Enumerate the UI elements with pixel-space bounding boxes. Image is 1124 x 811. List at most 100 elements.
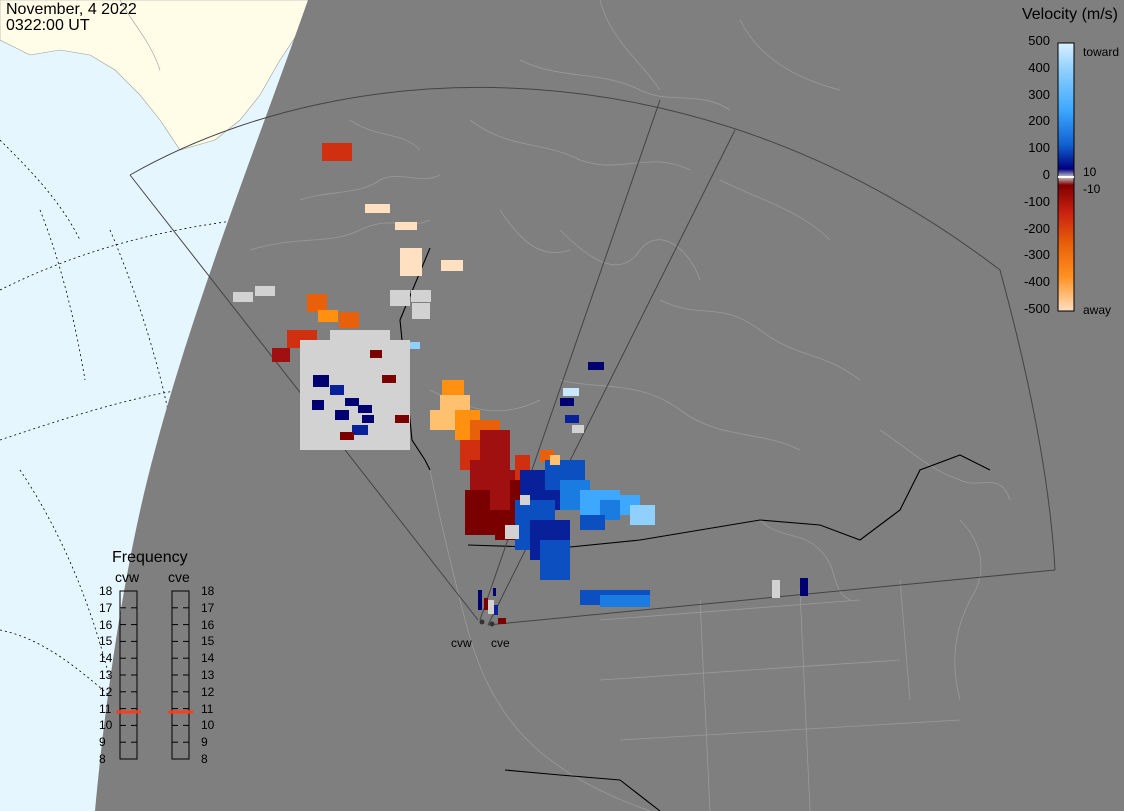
scatter-cell bbox=[382, 375, 396, 383]
frequency-tick-label: 8 bbox=[201, 752, 208, 766]
velocity-tick-label: -100 bbox=[1023, 193, 1050, 209]
velocity-scatter bbox=[233, 143, 808, 624]
scatter-cell bbox=[505, 525, 519, 539]
plus-threshold-label: 10 bbox=[1083, 165, 1097, 179]
scatter-cell bbox=[572, 425, 584, 433]
scatter-cell bbox=[370, 350, 382, 358]
scatter-cell bbox=[560, 398, 574, 406]
frequency-tick-label: 10 bbox=[201, 718, 215, 733]
time-label: 0322:00 UT bbox=[6, 17, 90, 34]
scatter-cell bbox=[800, 578, 808, 596]
frequency-tick-label: 18 bbox=[99, 584, 113, 598]
frequency-tick-label: 11 bbox=[201, 701, 214, 716]
scatter-cell bbox=[430, 410, 460, 430]
velocity-tick-label: 200 bbox=[1028, 113, 1050, 129]
scatter-cell bbox=[600, 595, 650, 607]
frequency-tick-label: 14 bbox=[99, 651, 113, 666]
scatter-cell bbox=[540, 540, 570, 580]
frequency-tick-label: 8 bbox=[99, 752, 106, 766]
frequency-tick-label: 16 bbox=[201, 617, 215, 632]
velocity-tick-label: -200 bbox=[1023, 220, 1050, 236]
scatter-cell bbox=[322, 143, 352, 161]
frequency-tick-label: 13 bbox=[99, 668, 113, 682]
coastlines bbox=[249, 0, 1011, 811]
scatter-cell bbox=[520, 495, 530, 505]
radar-site-marker bbox=[489, 621, 495, 627]
frequency-tick-label: 13 bbox=[201, 668, 215, 682]
cve-frequency-marker bbox=[168, 710, 193, 714]
velocity-tick-label: -500 bbox=[1023, 301, 1050, 316]
scatter-cell bbox=[630, 505, 655, 525]
velocity-title: Velocity (m/s) bbox=[1021, 6, 1118, 23]
frequency-tick-label: 17 bbox=[99, 600, 113, 615]
radar-site-marker bbox=[479, 619, 485, 625]
frequency-bars bbox=[116, 590, 193, 760]
scatter-cell bbox=[565, 415, 579, 423]
radar-1-label: cvw bbox=[115, 569, 140, 585]
velocity-tick-label: -400 bbox=[1023, 274, 1050, 290]
cvw-frequency-marker bbox=[116, 710, 141, 714]
scatter-cell bbox=[772, 580, 780, 598]
scatter-cell bbox=[406, 342, 420, 349]
frequency-tick-label: 10 bbox=[99, 718, 113, 733]
scatter-cell bbox=[362, 415, 374, 423]
frequency-tick-label: 17 bbox=[201, 600, 215, 615]
velocity-tick-label: 500 bbox=[1028, 33, 1050, 48]
scatter-cell bbox=[412, 303, 430, 319]
scatter-cell bbox=[400, 248, 422, 276]
frequency-tick-label: 9 bbox=[201, 735, 208, 750]
away-label: away bbox=[1083, 303, 1112, 317]
scatter-cell bbox=[233, 292, 253, 302]
scatter-cell bbox=[411, 290, 431, 302]
scatter-cell bbox=[312, 400, 324, 410]
frequency-title: Frequency bbox=[112, 549, 188, 566]
scatter-cell bbox=[563, 388, 579, 396]
frequency-tick-label: 15 bbox=[201, 634, 215, 649]
toward-label: toward bbox=[1083, 45, 1120, 59]
scatter-cell bbox=[365, 204, 390, 213]
frequency-tick-label: 12 bbox=[201, 684, 215, 699]
scatter-cell bbox=[313, 375, 329, 387]
scatter-cell bbox=[550, 455, 560, 465]
radar-2-label: cve bbox=[168, 569, 190, 585]
scatter-cell bbox=[478, 590, 482, 610]
frequency-tick-label: 11 bbox=[99, 701, 112, 716]
scatter-cell bbox=[307, 294, 327, 312]
site-label-cvw: cvw bbox=[451, 636, 472, 650]
scatter-cell bbox=[339, 312, 359, 328]
nightside-region bbox=[95, 0, 1124, 811]
minus-threshold-label: -10 bbox=[1083, 182, 1101, 196]
scatter-cell bbox=[340, 432, 354, 440]
scatter-cell bbox=[390, 290, 410, 306]
dayside-land bbox=[0, 0, 311, 151]
scatter-cell bbox=[255, 286, 275, 296]
frequency-tick-label: 9 bbox=[99, 735, 106, 750]
velocity-tick-label: 100 bbox=[1028, 140, 1050, 156]
velocity-tick-label: 0 bbox=[1042, 167, 1050, 182]
scatter-cell bbox=[272, 348, 290, 362]
frequency-tick-label: 12 bbox=[99, 684, 113, 699]
frequency-tick-label: 16 bbox=[99, 617, 113, 632]
scatter-cell bbox=[494, 605, 498, 615]
scatter-cell bbox=[493, 588, 496, 596]
scatter-cell bbox=[441, 260, 463, 271]
velocity-tick-label: 300 bbox=[1028, 86, 1050, 102]
scatter-cell bbox=[358, 405, 372, 413]
scatter-cell bbox=[318, 310, 338, 322]
scatter-cell bbox=[335, 410, 349, 420]
frequency-tick-label: 15 bbox=[99, 634, 113, 649]
scatter-cell bbox=[580, 515, 605, 530]
date-label: November, 4 2022 bbox=[6, 1, 137, 18]
scatter-cell bbox=[395, 415, 409, 423]
scatter-cell bbox=[345, 398, 359, 406]
scatter-cell bbox=[330, 385, 344, 395]
frequency-tick-label: 14 bbox=[201, 651, 215, 666]
velocity-tick-label: 400 bbox=[1028, 59, 1050, 75]
frequency-tick-label: 18 bbox=[201, 584, 215, 598]
scatter-cell bbox=[352, 425, 368, 435]
scatter-cell bbox=[588, 362, 604, 370]
latlon-grid bbox=[0, 139, 241, 701]
velocity-tick-label: -300 bbox=[1023, 247, 1050, 263]
